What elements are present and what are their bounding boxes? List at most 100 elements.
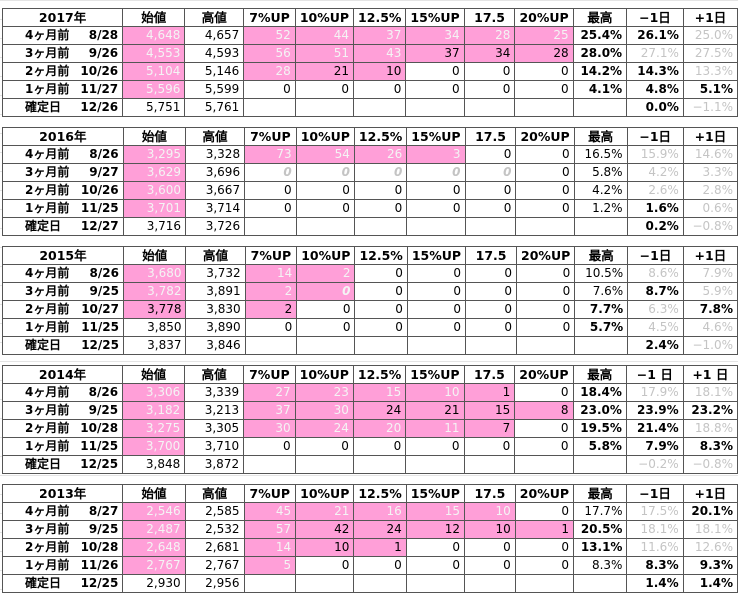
value-cell: 5.8% [573, 163, 628, 182]
value-cell: 15 [405, 502, 465, 521]
header-cell: 20%UP [514, 8, 574, 27]
value-cell: 20 [352, 419, 407, 438]
value-cell: 3,846 [185, 336, 246, 355]
row-label: 4ヶ月前 8/26 [2, 264, 124, 283]
value-cell: 0 [296, 318, 356, 337]
row-date: 10/28 [80, 421, 119, 435]
value-cell: −0.8% [682, 217, 738, 236]
row-date: 9/25 [88, 403, 119, 417]
value-cell: 0 [294, 437, 354, 456]
value-cell: 14.2% [572, 62, 628, 81]
row-label-text: 1ヶ月前 [25, 320, 70, 334]
value-cell: 14.6% [682, 145, 738, 164]
header-cell: −1 日 [625, 365, 684, 384]
value-cell: 11 [405, 419, 465, 438]
value-cell: 0 [465, 300, 518, 319]
value-cell: −1.0% [682, 336, 738, 355]
row-date: 11/27 [80, 82, 119, 96]
value-cell: 0 [465, 318, 518, 337]
value-cell: 3.3% [682, 163, 738, 182]
value-cell: 0 [515, 199, 575, 218]
value-cell: 0 [295, 199, 355, 218]
value-cell: 2 [244, 300, 298, 319]
row-label-text: 4ヶ月前 [25, 147, 70, 161]
value-cell [405, 98, 465, 117]
header-cell: 2014年 [1, 365, 124, 384]
value-cell: 27 [243, 383, 296, 402]
value-cell: 15.9% [626, 145, 684, 164]
value-cell: 14.3% [626, 62, 684, 81]
value-cell: 3,306 [122, 383, 186, 402]
value-cell: 0 [464, 199, 517, 218]
row-label: 1ヶ月前 11/25 [2, 199, 124, 218]
value-cell: 2,767 [122, 556, 186, 575]
value-cell: 3,726 [185, 217, 246, 236]
value-cell: 5.9% [682, 282, 738, 301]
value-cell: 2.4% [627, 336, 684, 355]
value-cell: 44 [294, 26, 355, 45]
value-cell: 34 [463, 44, 516, 63]
value-cell: 0 [516, 282, 576, 301]
value-cell: 0 [406, 282, 467, 301]
data-row: 4ヶ月前 8/27 2,546 2,585 45 21 16 15 10 0 17.7% 17.5% 2… [1, 502, 738, 521]
row-label-text: 3ヶ月前 [25, 284, 70, 298]
value-cell: 24 [352, 401, 407, 420]
value-cell: 0 [463, 80, 516, 99]
value-cell [294, 98, 355, 117]
row-date: 12/26 [80, 100, 119, 114]
value-cell: 12 [405, 520, 465, 539]
row-date: 8/26 [89, 266, 119, 280]
value-cell [514, 455, 574, 474]
value-cell [353, 574, 407, 593]
value-cell: 10 [463, 520, 516, 539]
value-cell: 19.5% [572, 419, 627, 438]
data-row: 確定日 12/25 3,837 3,846 2.4% −1.0% [2, 336, 738, 355]
value-cell: 0 [244, 199, 297, 218]
value-cell: 2,532 [184, 520, 245, 539]
row-label: 1ヶ月前 11/27 [1, 80, 124, 99]
header-cell: −1日 [626, 484, 684, 503]
value-cell [463, 455, 516, 474]
value-cell: 5,596 [122, 80, 186, 99]
row-label-text: 2ヶ月前 [25, 421, 70, 435]
header-cell: 高値 [184, 484, 245, 503]
data-row: 3ヶ月前 9/25 2,487 2,532 57 42 24 12 10 1 20.5% 18.1% 1… [1, 520, 738, 539]
value-cell: 10 [353, 62, 407, 81]
value-cell: 6.3% [627, 300, 684, 319]
row-label: 4ヶ月前 8/26 [2, 145, 124, 164]
value-cell: 3,696 [185, 163, 246, 182]
value-cell: 3,275 [122, 419, 186, 438]
value-cell: 1.4% [682, 574, 738, 593]
row-label-text: 4ヶ月前 [25, 504, 70, 518]
value-cell: 3,629 [122, 163, 187, 182]
value-cell [405, 574, 465, 593]
data-row: 1ヶ月前 11/25 3,850 3,890 0 0 0 0 0 0 5.7% 4.5% 4.6% [2, 318, 738, 337]
value-cell: 0 [405, 437, 465, 456]
value-cell: 7.9% [682, 264, 738, 283]
data-row: 2ヶ月前 10/26 3,600 3,667 0 0 0 0 0 0 4.2% 2.6% 2.8% [2, 181, 738, 200]
value-cell: 51 [294, 44, 355, 63]
value-cell: 0 [405, 62, 465, 81]
value-cell: 0 [354, 264, 408, 283]
value-cell: 0 [514, 538, 575, 557]
value-cell: 18.1% [682, 383, 738, 402]
row-label: 1ヶ月前 11/25 [2, 318, 124, 337]
value-cell: 0 [354, 318, 408, 337]
value-cell [295, 574, 355, 593]
value-cell: 0 [244, 163, 297, 182]
value-cell: 24 [353, 520, 407, 539]
data-table: 2015年 始値 高値 7%UP 10%UP 12.5% 15%UP 17.5 20%UP 最高 −… [2, 246, 738, 355]
value-cell: 21 [294, 62, 355, 81]
value-cell: 17.5% [626, 502, 684, 521]
value-cell: 5.1% [682, 80, 738, 99]
value-cell [353, 217, 408, 236]
header-row: 2015年 始値 高値 7%UP 10%UP 12.5% 15%UP 17.5 20%UP 最高 −… [2, 246, 738, 265]
value-cell: 7.9% [625, 437, 684, 456]
data-table: 2013年 始値 高値 7%UP 10%UP 12.5% 15%UP 17.5 20%UP 最高 −… [1, 484, 738, 593]
value-cell: 73 [244, 145, 297, 164]
header-cell: 12.5% [352, 365, 407, 384]
header-cell: 最高 [573, 484, 628, 503]
value-cell: 45 [243, 502, 297, 521]
value-cell: 17.7% [573, 502, 628, 521]
value-cell: 3,778 [122, 300, 187, 319]
